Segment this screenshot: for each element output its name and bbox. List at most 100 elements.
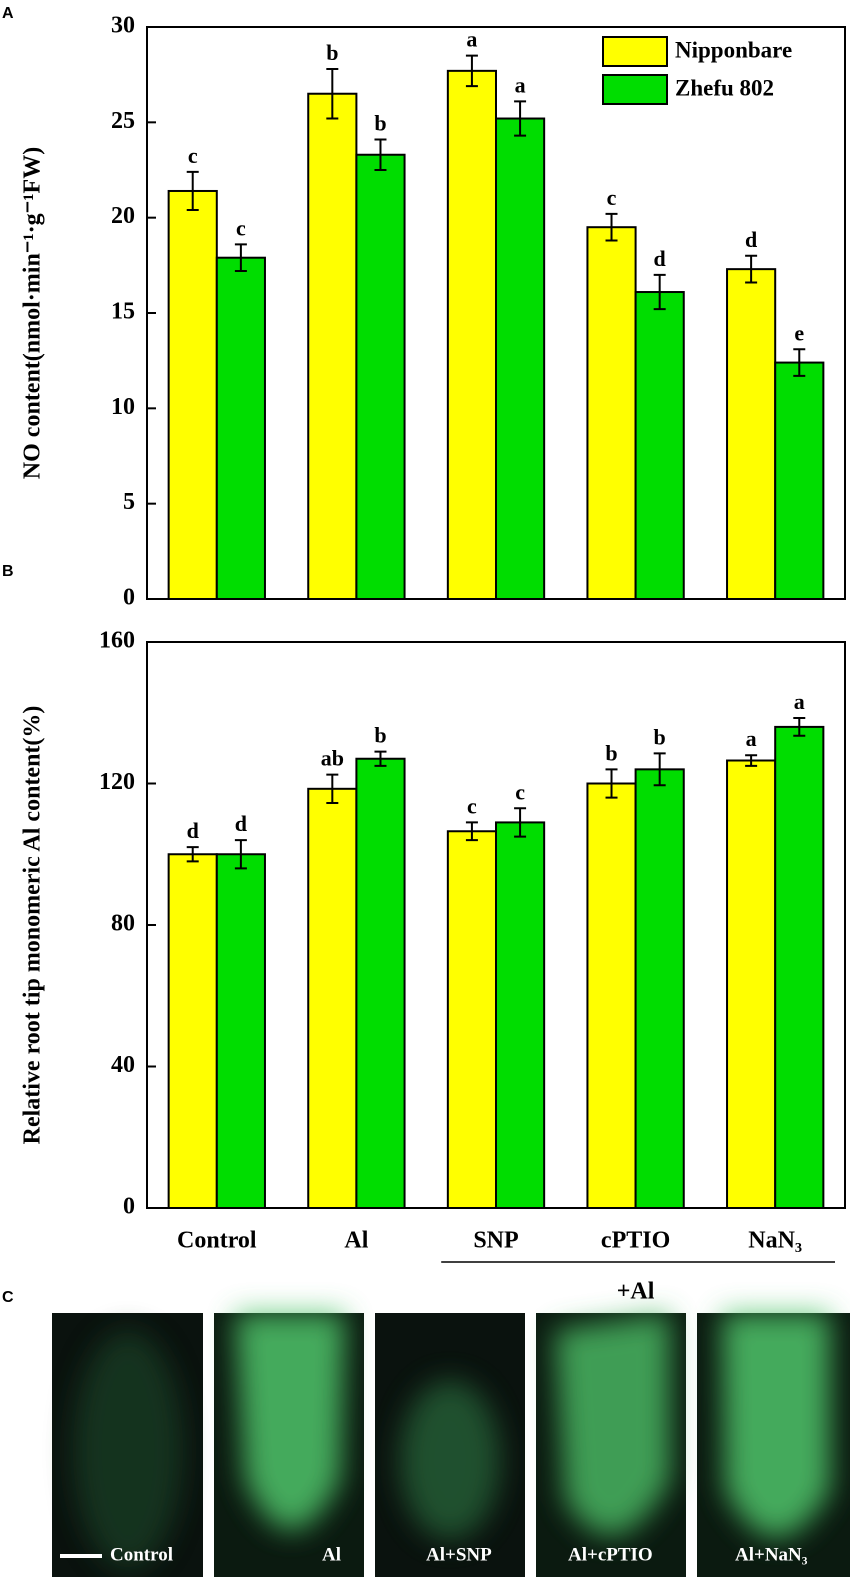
bar (634, 768, 685, 1209)
x-tick-label: SNP (473, 1228, 518, 1254)
y-tick-label: 0 (123, 1194, 135, 1220)
y-tick-label: 15 (111, 299, 135, 325)
significance-letter: d (235, 811, 247, 836)
error-bar (186, 170, 199, 212)
error-bar (465, 54, 478, 88)
micrograph-label: Control (110, 1544, 173, 1565)
micrograph-panel: C Control Al Al+SNP Al+cPTIO Al+NaN₃ (2, 1289, 850, 1577)
fluorescence (555, 1313, 670, 1536)
legend-label: Nipponbare (675, 37, 792, 62)
bar (586, 782, 637, 1209)
y-tick-label: 5 (123, 489, 135, 515)
significance-letter: e (794, 320, 804, 345)
significance-letter: d (654, 246, 666, 271)
bar (586, 226, 637, 600)
error-bar (745, 254, 758, 284)
y-tick-label: 40 (111, 1052, 135, 1078)
legend-swatch (602, 36, 668, 67)
error-bar (653, 752, 666, 787)
micrograph-label: Al (322, 1544, 341, 1565)
error-bar (514, 100, 527, 137)
significance-letter: b (374, 111, 386, 136)
x-tick-label: Control (177, 1228, 257, 1254)
error-bar (326, 773, 339, 804)
significance-letter: c (188, 143, 198, 168)
y-tick-label: 160 (99, 628, 135, 654)
bar (446, 830, 498, 1209)
y-tick-label: 25 (111, 108, 135, 134)
error-bar (793, 348, 806, 377)
bar (726, 268, 777, 600)
y-axis-title: Relative root tip monomeric Al content(%… (20, 706, 46, 1145)
bar (495, 117, 546, 601)
significance-letter: b (326, 40, 338, 65)
y-axis-title: NO content(nmol·min⁻¹·g⁻¹FW) (20, 147, 46, 479)
significance-letter: c (467, 793, 477, 818)
error-bar (745, 754, 758, 767)
x-tick-label: NaN₃ (748, 1228, 802, 1254)
x-tick-label: cPTIO (601, 1228, 670, 1254)
significance-letter: c (515, 779, 525, 804)
error-bar (326, 67, 339, 120)
panel-label: B (2, 563, 14, 580)
fluorescence (73, 1330, 183, 1570)
significance-letter: c (607, 185, 617, 210)
legend-label: Zhefu 802 (675, 75, 774, 100)
bar (307, 787, 358, 1210)
significance-letter: a (746, 726, 757, 751)
significance-letter: d (745, 227, 757, 252)
significance-letter: a (466, 27, 477, 52)
fluorescence (235, 1313, 345, 1530)
error-bar (605, 212, 618, 242)
bar (167, 853, 218, 1209)
fluorescence (722, 1313, 830, 1538)
y-tick-label: 10 (111, 394, 135, 420)
x-tick-label: Al (344, 1228, 368, 1254)
micrograph-label: Al+SNP (426, 1544, 492, 1565)
y-tick-label: 30 (111, 13, 135, 39)
error-bar (234, 839, 247, 870)
bar (726, 759, 777, 1209)
y-tick-label: 80 (111, 911, 135, 937)
error-bar (605, 768, 618, 799)
y-tick-label: 120 (99, 769, 135, 795)
error-bar (374, 138, 387, 171)
significance-letter: a (515, 72, 526, 97)
bar (634, 291, 685, 600)
panel-label: A (2, 5, 14, 22)
significance-letter: c (236, 215, 246, 240)
bar (355, 153, 406, 600)
panel-label: C (2, 1289, 14, 1306)
bar (774, 361, 825, 600)
y-tick-label: 20 (111, 203, 135, 229)
significance-letter: a (794, 689, 805, 714)
micrograph-label: Al+cPTIO (568, 1544, 653, 1565)
error-bar (234, 243, 247, 273)
plot-frame (146, 26, 846, 600)
error-bar (514, 807, 527, 838)
significance-letter: b (654, 724, 666, 749)
error-bar (793, 717, 806, 737)
error-bar (465, 821, 478, 842)
x-annotation: +Al (617, 1279, 655, 1305)
bar (215, 256, 266, 600)
error-bar (186, 846, 199, 863)
significance-letter: d (187, 818, 199, 843)
bar (307, 92, 358, 600)
significance-letter: b (605, 740, 617, 765)
bar (774, 725, 825, 1210)
y-tick-label: 0 (123, 585, 135, 611)
significance-letter: ab (321, 746, 344, 771)
bar (215, 853, 266, 1209)
plot-frame (146, 641, 846, 1209)
significance-letter: b (374, 723, 386, 748)
error-bar (653, 273, 666, 311)
micrograph-label: Al+NaN₃ (735, 1544, 808, 1565)
bar (167, 189, 218, 600)
bar (446, 69, 498, 600)
fluorescence (400, 1380, 500, 1540)
error-bar (374, 750, 387, 767)
bar (495, 821, 546, 1209)
bar (355, 757, 406, 1209)
